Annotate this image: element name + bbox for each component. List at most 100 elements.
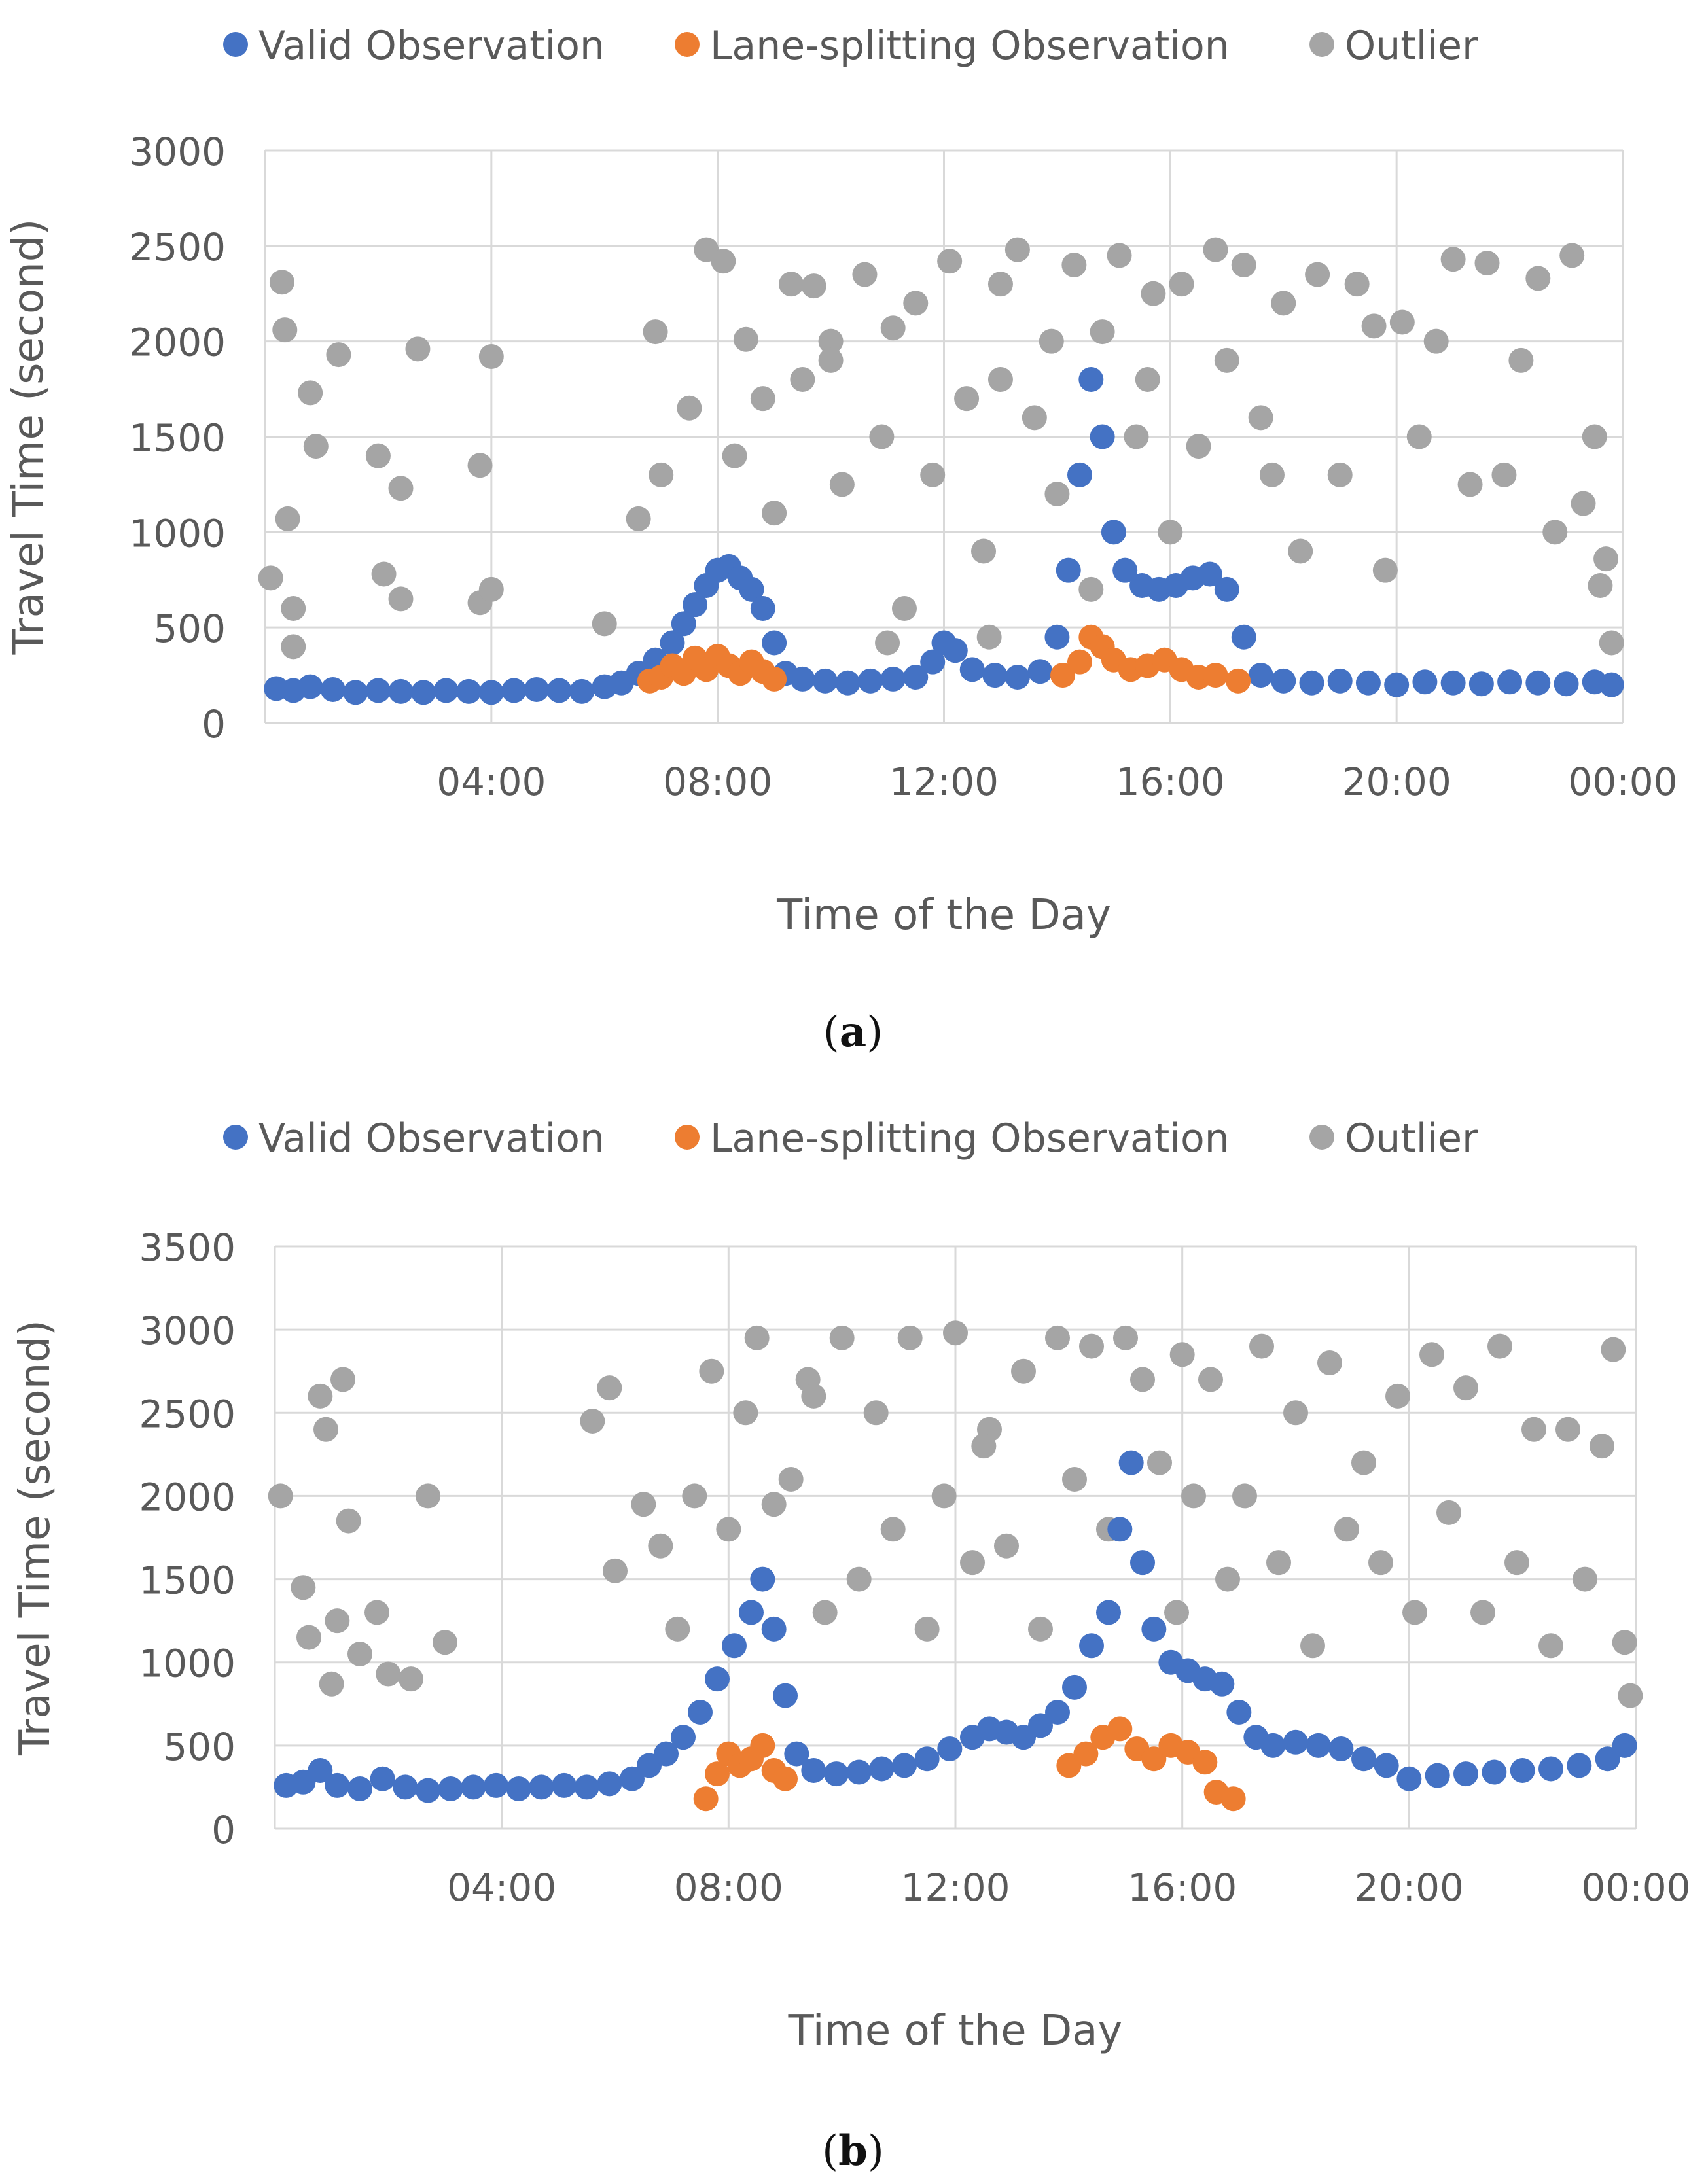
y-tick-label: 3500: [139, 1225, 236, 1270]
data-point: [648, 1533, 673, 1559]
data-point: [914, 1616, 940, 1642]
x-tick-label: 00:00: [1581, 1865, 1690, 1910]
data-point: [722, 1633, 747, 1659]
data-point: [705, 1761, 730, 1787]
data-point: [1260, 1733, 1286, 1758]
data-point: [971, 538, 997, 564]
data-point: [456, 678, 482, 704]
data-point: [1389, 309, 1415, 335]
data-point: [1525, 670, 1551, 696]
data-point: [1203, 237, 1228, 262]
data-point: [1141, 281, 1166, 306]
data-point: [1198, 1367, 1223, 1392]
data-point: [298, 674, 323, 699]
data-point: [1214, 576, 1239, 602]
y-tick-label: 0: [211, 1808, 236, 1852]
caption-b-label: b: [838, 2126, 868, 2175]
data-point: [347, 1642, 372, 1666]
data-point: [880, 666, 906, 692]
data-point: [846, 1759, 872, 1785]
data-point: [1555, 1417, 1580, 1442]
data-point: [671, 1725, 696, 1750]
data-point: [461, 1774, 486, 1800]
y-tick-label: 500: [163, 1725, 236, 1769]
y-tick-label: 1000: [129, 511, 226, 555]
chart-b-svg: 0 500 1000 1500 2000 2500 3000 3500 04:00 08:00 12…: [11, 1116, 1691, 2055]
legend-marker: [223, 1125, 248, 1150]
data-point: [1299, 670, 1324, 696]
data-point: [739, 576, 764, 602]
x-axis-label: Time of the Day: [776, 891, 1111, 940]
caption-b: (b): [822, 2126, 884, 2175]
data-point: [1474, 251, 1500, 276]
data-point: [920, 462, 946, 487]
data-point: [1011, 1358, 1036, 1384]
data-point: [1361, 313, 1387, 339]
data-point: [1423, 328, 1449, 354]
data-point: [824, 1761, 849, 1787]
data-point: [506, 1776, 531, 1801]
data-point: [1271, 291, 1296, 316]
data-point: [1203, 663, 1228, 688]
data-point: [298, 380, 323, 406]
data-point: [370, 1766, 395, 1791]
data-point: [801, 273, 826, 299]
data-point: [880, 315, 906, 341]
x-tick-label: 08:00: [663, 760, 772, 804]
data-point: [790, 666, 815, 692]
data-point: [1050, 663, 1076, 688]
data-point: [416, 1778, 440, 1803]
data-point: [649, 462, 674, 487]
data-point: [773, 1766, 798, 1791]
data-point: [1124, 424, 1149, 449]
data-point: [1385, 1383, 1410, 1409]
data-point: [1028, 1616, 1053, 1642]
data-point: [438, 1776, 463, 1801]
data-point: [1215, 1566, 1240, 1592]
data-point: [371, 561, 397, 587]
data-point: [281, 596, 306, 621]
y-tick-label: 3000: [129, 130, 226, 174]
data-point: [880, 1517, 906, 1542]
data-point: [269, 270, 294, 295]
data-point: [1300, 1633, 1325, 1659]
data-point: [574, 1774, 599, 1800]
data-point: [1283, 1729, 1308, 1755]
data-point: [405, 336, 431, 362]
data-point: [484, 1772, 508, 1798]
data-point: [1582, 424, 1607, 449]
data-point: [987, 367, 1013, 392]
data-point: [801, 1758, 826, 1783]
data-point: [761, 1616, 787, 1642]
data-point: [1044, 624, 1070, 650]
data-point: [643, 319, 668, 345]
data-point: [603, 1558, 628, 1583]
data-point: [1510, 1758, 1535, 1783]
data-point: [325, 1608, 350, 1634]
y-axis-label: Travel Time (second): [11, 1320, 60, 1756]
data-point: [433, 1630, 457, 1655]
data-point: [631, 1492, 656, 1517]
data-point: [365, 443, 391, 468]
data-point: [308, 1383, 333, 1409]
data-point: [592, 611, 617, 637]
data-point: [1599, 630, 1624, 656]
chart-a-svg: 0 500 1000 1500 2000 2500 3000 04:00 08:00 12:00 1…: [5, 23, 1678, 940]
data-point: [1107, 1517, 1133, 1542]
data-point: [313, 1417, 338, 1442]
data-point: [677, 395, 702, 421]
data-point: [869, 424, 895, 449]
data-point: [943, 1320, 968, 1346]
data-point: [1164, 1600, 1189, 1625]
data-point: [971, 1434, 997, 1459]
data-point: [1141, 1746, 1167, 1772]
data-point: [399, 1666, 423, 1692]
data-point: [433, 678, 459, 703]
data-point: [750, 1566, 775, 1592]
data-point: [1130, 1367, 1155, 1392]
data-point: [580, 1409, 605, 1434]
data-point: [1090, 424, 1115, 449]
data-point: [336, 1508, 361, 1534]
data-point: [1004, 237, 1030, 262]
data-point: [1271, 668, 1296, 694]
